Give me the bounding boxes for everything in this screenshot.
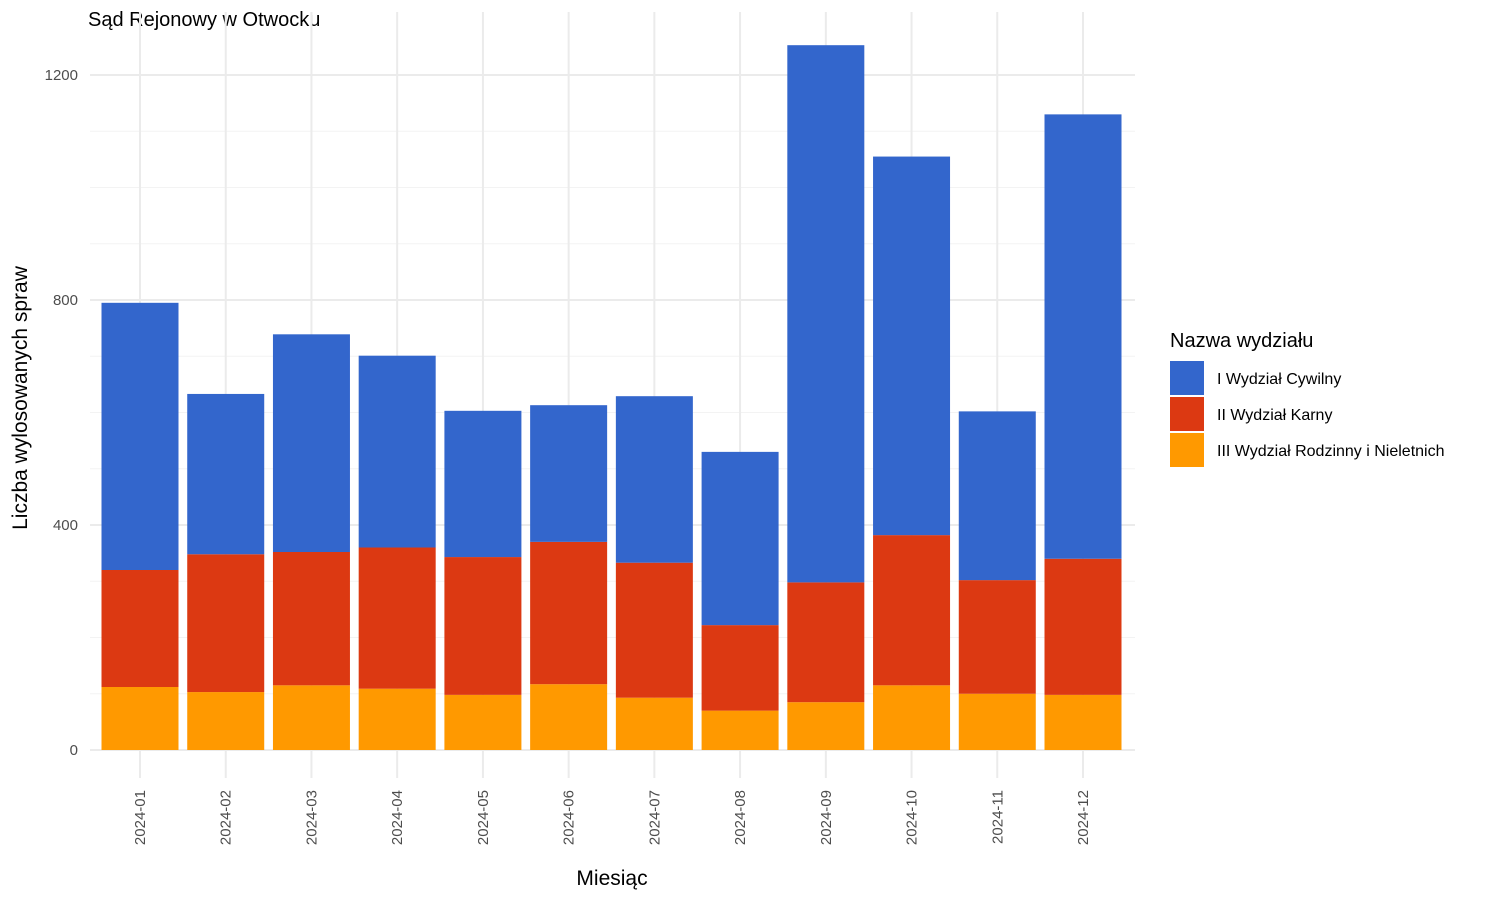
bar-segment — [701, 451, 779, 626]
x-tick-label: 2024-08 — [732, 790, 749, 845]
bar-segment — [958, 411, 1036, 581]
x-tick-label: 2024-06 — [561, 790, 578, 845]
bar-segment — [444, 410, 522, 558]
bar-segment — [615, 697, 693, 750]
bar-segment — [873, 685, 951, 750]
bar-segment — [958, 580, 1036, 694]
bar-segment — [101, 302, 179, 570]
bar-segment — [1044, 694, 1122, 750]
bar-segment — [272, 334, 350, 552]
y-tick-label: 1200 — [45, 67, 78, 84]
bar-segment — [358, 688, 436, 750]
bar-segment — [615, 396, 693, 563]
bar-segment — [1044, 114, 1122, 559]
legend-label: II Wydział Karny — [1217, 407, 1332, 424]
legend-swatch — [1170, 397, 1204, 431]
bar-segment — [187, 692, 265, 750]
chart-title: Sąd Rejonowy w Otwocku — [88, 9, 320, 31]
bar-segment — [530, 684, 608, 750]
bar-segment — [530, 541, 608, 685]
x-tick-label: 2024-09 — [818, 790, 835, 845]
bar-segment — [873, 535, 951, 686]
bar-segment — [358, 355, 436, 548]
legend-label: I Wydział Cywilny — [1217, 371, 1341, 388]
bar-segment — [101, 687, 179, 750]
legend-title: Nazwa wydziału — [1170, 330, 1313, 352]
x-axis-ticks: 2024-01 2024-02 2024-03 2024-04 2024-05 2024-… — [132, 790, 1092, 845]
bar-segment — [272, 552, 350, 686]
bar-segment — [787, 45, 865, 583]
x-axis-title: Miesiąc — [576, 867, 647, 890]
bar-segment — [873, 156, 951, 536]
x-tick-label: 2024-10 — [904, 790, 921, 845]
bar-segment — [787, 702, 865, 750]
bar-segment — [358, 547, 436, 689]
x-tick-label: 2024-05 — [475, 790, 492, 845]
legend: Nazwa wydziału I Wydział Cywilny II Wydzi… — [1170, 330, 1445, 467]
bars — [101, 45, 1122, 750]
legend-label: III Wydział Rodzinny i Nieletnich — [1217, 443, 1445, 460]
x-tick-label: 2024-01 — [132, 790, 149, 845]
x-tick-label: 2024-04 — [389, 790, 406, 845]
x-tick-label: 2024-12 — [1075, 790, 1092, 845]
bar-segment — [958, 693, 1036, 750]
bar-segment — [701, 625, 779, 711]
x-tick-label: 2024-03 — [303, 790, 320, 845]
bar-segment — [615, 562, 693, 698]
bar-segment — [530, 405, 608, 542]
bar-segment — [101, 570, 179, 687]
y-tick-label: 800 — [53, 292, 78, 309]
bar-segment — [444, 694, 522, 750]
bar-segment — [701, 710, 779, 750]
x-tick-label: 2024-02 — [218, 790, 235, 845]
x-tick-label: 2024-11 — [989, 790, 1006, 844]
bar-segment — [187, 554, 265, 693]
bar-segment — [444, 557, 522, 695]
legend-swatch — [1170, 433, 1204, 467]
bar-segment — [787, 582, 865, 703]
legend-swatch — [1170, 361, 1204, 395]
y-axis-title: Liczba wylosowanych spraw — [9, 265, 32, 530]
y-tick-label: 0 — [70, 742, 78, 759]
bar-segment — [187, 393, 265, 555]
x-tick-label: 2024-07 — [646, 790, 663, 845]
bar-segment — [272, 685, 350, 750]
y-axis-ticks: 0 400 800 1200 — [45, 67, 78, 759]
bar-segment — [1044, 558, 1122, 695]
y-tick-label: 400 — [53, 517, 78, 534]
